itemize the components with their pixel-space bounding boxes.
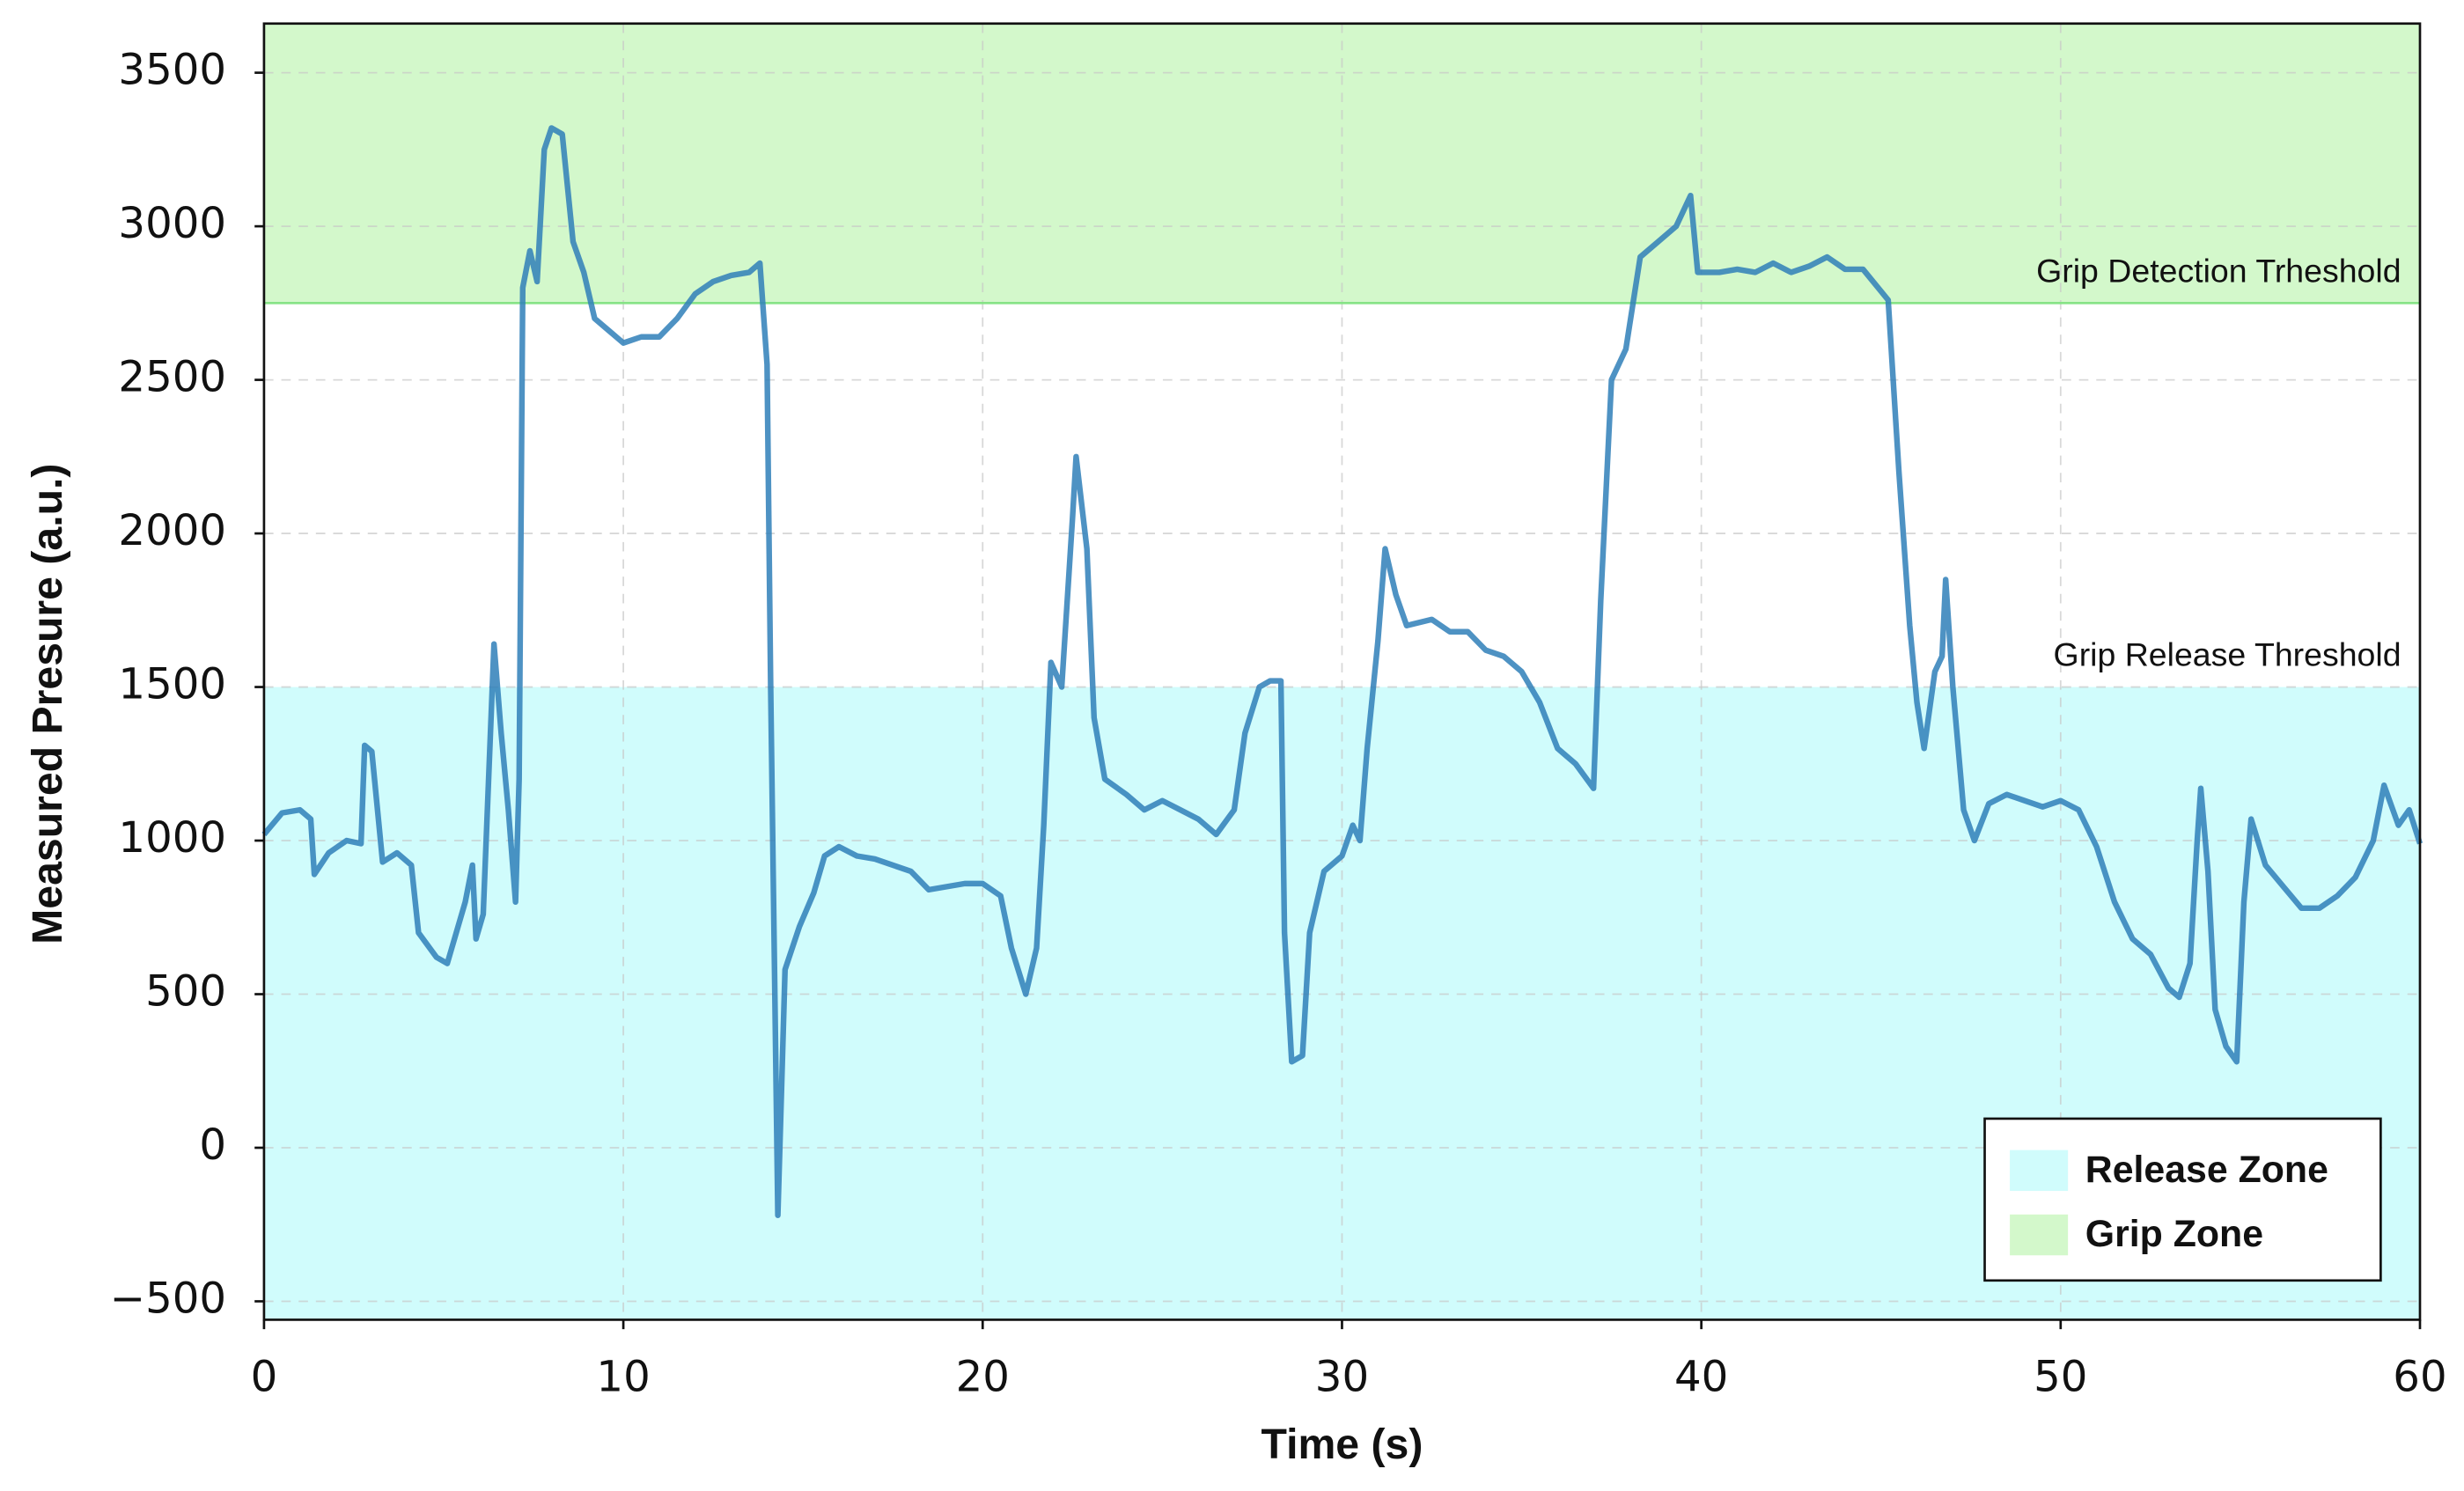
legend-swatch [2010,1149,2069,1192]
x-tick-label: 40 [1674,1352,1728,1401]
x-axis-title: Time (s) [1261,1421,1423,1468]
y-tick-label: 1000 [118,813,226,863]
x-tick-label: 30 [1315,1352,1369,1401]
legend-label: Release Zone [2085,1149,2328,1191]
plot-frame [262,22,2422,1321]
x-tick-label: 0 [251,1352,278,1401]
y-tick-label: 2000 [118,506,226,555]
legend-swatch [2010,1214,2069,1256]
y-axis-title: Measured Presure (a.u.) [24,464,71,944]
x-tick-label: 60 [2393,1352,2446,1401]
y-tick-label: 3000 [118,199,226,248]
x-tick-label: 20 [956,1352,1010,1401]
x-tick-label: 10 [596,1352,650,1401]
threshold-label: Grip Release Threshold [2054,636,2401,673]
y-tick-label: 3500 [118,46,226,95]
series-line [261,125,2424,1218]
y-tick-label: 500 [145,967,226,1017]
y-tick-label: 2500 [118,353,226,402]
x-tick-label: 50 [2034,1352,2087,1401]
legend-label: Grip Zone [2085,1213,2263,1255]
threshold-label: Grip Detection Trheshold [2036,252,2401,289]
y-tick-label: −500 [110,1274,226,1323]
legend-box [1983,1117,2382,1282]
y-tick-label: 1500 [118,660,226,709]
y-tick-label: 0 [199,1120,226,1170]
